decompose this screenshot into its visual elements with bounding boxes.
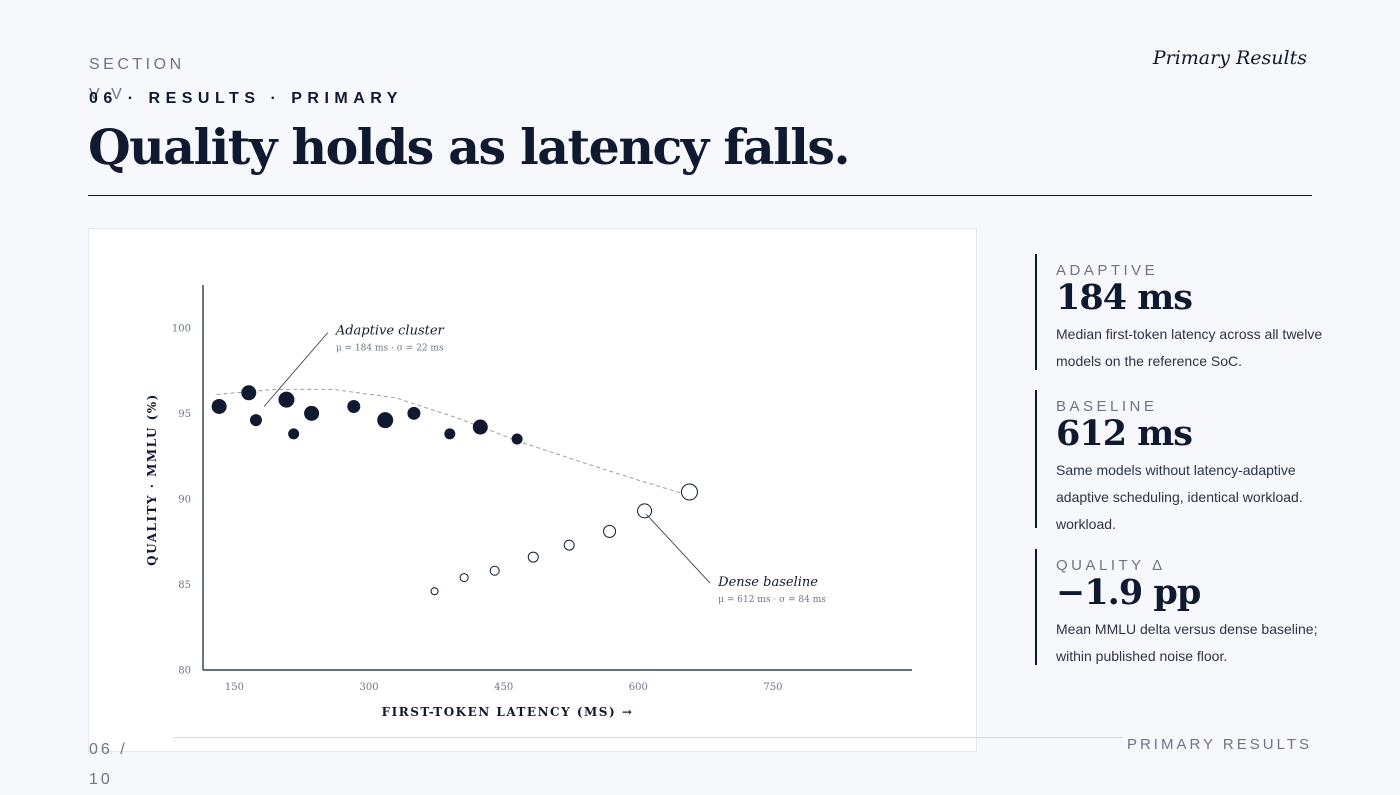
annotation-title: Dense baseline <box>717 575 818 590</box>
stat-value: −1.9 pp <box>1056 572 1201 613</box>
y-tick-label: 80 <box>178 666 191 677</box>
stat-baseline: BASELINE 612 ms Same models without late… <box>1035 390 1325 532</box>
section-label: SECTION V V <box>89 56 185 103</box>
stat-description: Mean MMLU delta versus dense baseline; w… <box>1056 621 1318 664</box>
baseline-point <box>637 503 653 519</box>
running-title: Primary Results <box>1152 47 1307 69</box>
adaptive-point <box>211 398 227 414</box>
trend-line <box>216 388 690 496</box>
x-axis-label: FIRST-TOKEN LATENCY (MS) → <box>382 705 634 719</box>
annotation-subtext: μ = 184 ms · σ = 22 ms <box>336 344 444 354</box>
stat-label: ADAPTIVE <box>1056 262 1159 279</box>
x-tick-label: 450 <box>494 682 513 693</box>
stat-label: QUALITY Δ <box>1056 557 1166 574</box>
stat-description: Median first-token latency across all tw… <box>1056 326 1323 369</box>
chart-panel: 80 85 90 95 100 150 300 450 600 750 FIRST-TOKEN LA… <box>88 228 977 752</box>
stat-adaptive: ADAPTIVE 184 ms Median first-token laten… <box>1035 254 1325 370</box>
title-rule <box>88 195 1312 196</box>
adaptive-point <box>511 433 523 445</box>
scatter-chart: 80 85 90 95 100 150 300 450 600 750 FIRST-TOKEN LA… <box>145 285 912 719</box>
adaptive-point <box>241 385 257 401</box>
adaptive-point <box>444 428 456 440</box>
annotation-leader <box>263 332 329 407</box>
stat-value: 612 ms <box>1056 413 1193 454</box>
footer-rule <box>173 737 1123 738</box>
stat-label: BASELINE <box>1056 398 1158 415</box>
stat-value: 184 ms <box>1056 277 1193 318</box>
adaptive-point <box>347 399 361 413</box>
adaptive-point <box>249 414 262 427</box>
baseline-point <box>430 587 439 596</box>
baseline-point <box>680 483 698 501</box>
page-title: Quality holds as latency falls. <box>88 118 851 176</box>
baseline-point <box>603 524 617 538</box>
annotation-subtext: μ = 612 ms · σ = 84 ms <box>718 595 826 605</box>
baseline-point <box>489 565 500 576</box>
x-tick-label: 300 <box>359 682 378 693</box>
x-tick-label: 150 <box>225 682 244 693</box>
adaptive-point <box>304 405 320 421</box>
y-axis-label: QUALITY · MMLU (%) <box>145 393 159 566</box>
annotation-title: Adaptive cluster <box>335 324 445 339</box>
y-tick-label: 100 <box>172 323 191 334</box>
y-tick-label: 90 <box>178 494 191 505</box>
footer-section: PRIMARY RESULTS <box>1126 736 1312 753</box>
page-number: 06 / 10 <box>89 741 128 788</box>
baseline-point <box>459 573 469 583</box>
kicker: 06 · RESULTS · PRIMARY <box>89 90 403 107</box>
y-tick-label: 85 <box>178 580 191 591</box>
baseline-point <box>563 539 575 551</box>
adaptive-point <box>288 428 300 440</box>
y-tick-label: 95 <box>178 409 191 420</box>
x-tick-label: 750 <box>763 682 782 693</box>
annotation-leader <box>646 513 711 584</box>
adaptive-point <box>472 419 488 435</box>
stat-description: Same models without latency-adaptive ada… <box>1056 462 1303 532</box>
adaptive-point <box>377 412 394 429</box>
adaptive-point <box>278 391 295 408</box>
baseline-point <box>527 551 539 563</box>
stat-quality-delta: QUALITY Δ −1.9 pp Mean MMLU delta versus… <box>1035 549 1325 665</box>
x-tick-label: 600 <box>629 682 648 693</box>
adaptive-point <box>407 406 421 420</box>
